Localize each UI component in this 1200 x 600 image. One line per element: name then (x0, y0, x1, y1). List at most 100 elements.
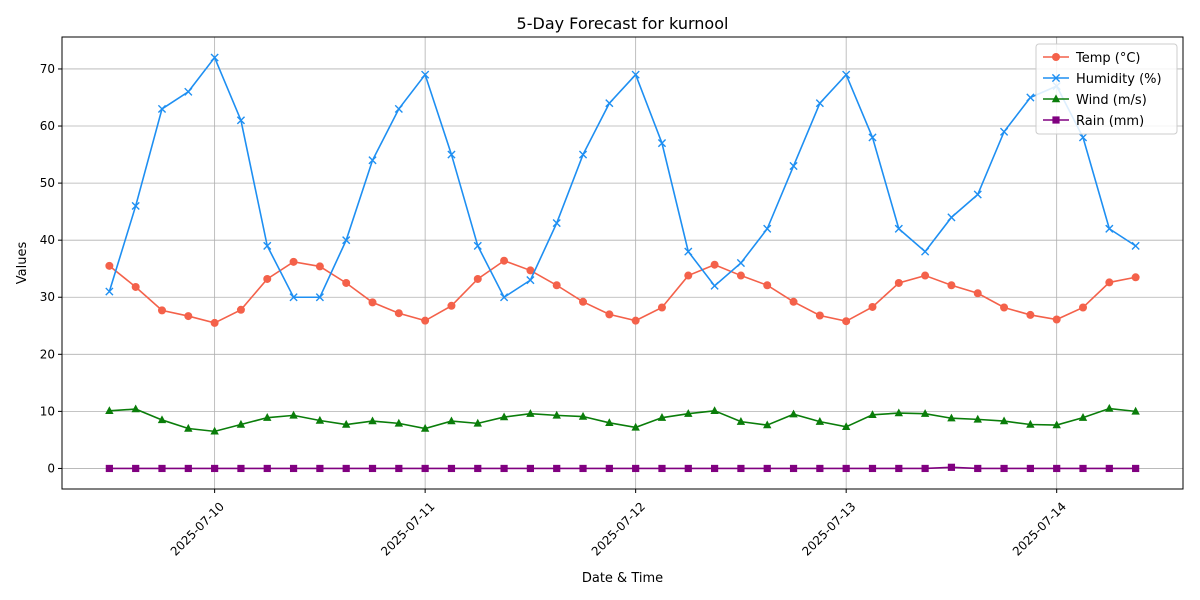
data-point-wind-m-s (394, 418, 404, 427)
series-line-humidity (108, 55, 1137, 299)
data-point-humidity (921, 247, 930, 256)
data-point-temp-c (868, 302, 877, 311)
data-point-humidity (263, 241, 272, 250)
data-point-temp-c (289, 257, 298, 266)
data-point-wind-m-s (973, 414, 982, 423)
data-point-rain-mm (500, 464, 508, 473)
data-point-humidity (973, 190, 982, 199)
legend-label: Rain (mm) (1076, 114, 1144, 129)
data-point-humidity (999, 127, 1009, 136)
data-point-humidity (736, 258, 746, 268)
data-point-temp-c (342, 278, 351, 287)
data-point-humidity (1131, 241, 1140, 250)
legend-label: Temp (°C) (1075, 51, 1141, 66)
data-point-humidity (789, 161, 798, 171)
legend-swatch-marker (1052, 53, 1060, 61)
chart-title: 5-Day Forecast for kurnool (517, 14, 729, 33)
data-point-temp-c (236, 305, 245, 314)
data-point-wind-m-s (552, 410, 561, 419)
data-point-rain-mm (395, 464, 403, 473)
data-point-humidity (1078, 133, 1088, 142)
legend-entry-wind-m-s: Wind (m/s) (1043, 93, 1147, 108)
y-tick-label: 30 (40, 290, 55, 304)
data-point-wind-m-s (1052, 420, 1061, 429)
data-point-humidity (868, 133, 877, 142)
data-point-temp-c (657, 303, 666, 312)
data-point-rain-mm (263, 464, 271, 473)
plot-area-frame (61, 36, 1184, 490)
data-point-humidity (421, 70, 430, 79)
data-point-wind-m-s (157, 415, 167, 424)
data-point-wind-m-s (499, 412, 509, 421)
data-point-temp-c (1052, 315, 1061, 324)
data-point-temp-c (184, 312, 193, 321)
data-point-rain-mm (1053, 464, 1061, 473)
data-point-temp-c (210, 318, 219, 327)
data-point-rain-mm (132, 464, 140, 473)
legend-entry-rain-mm: Rain (mm) (1043, 114, 1144, 129)
data-point-wind-m-s (263, 413, 272, 421)
data-point-temp-c (105, 261, 114, 270)
y-axis-title: Values (15, 242, 30, 285)
data-point-humidity (289, 293, 298, 302)
data-point-temp-c (710, 260, 719, 269)
data-point-wind-m-s (1131, 406, 1140, 415)
data-point-wind-m-s (920, 409, 930, 417)
data-point-humidity (105, 287, 114, 296)
data-point-wind-m-s (657, 413, 667, 421)
data-point-humidity (131, 201, 140, 211)
data-point-temp-c (473, 274, 482, 283)
data-point-rain-mm (816, 464, 824, 473)
data-point-temp-c (368, 298, 377, 307)
data-point-temp-c (684, 271, 693, 280)
legend-swatch-marker (1051, 73, 1061, 83)
data-point-humidity (605, 99, 614, 108)
data-point-humidity (815, 99, 824, 108)
data-point-rain-mm (474, 464, 482, 473)
data-point-rain-mm (1000, 464, 1008, 473)
data-point-wind-m-s (684, 409, 693, 417)
data-point-rain-mm (737, 464, 745, 473)
data-point-wind-m-s (868, 410, 877, 419)
data-point-rain-mm (1026, 464, 1034, 473)
legend-entry-temp-c: Temp (°C) (1043, 51, 1141, 66)
series-line-temp-c (108, 259, 1136, 324)
data-point-wind-m-s (210, 426, 219, 435)
series-rain-mm (105, 463, 1140, 473)
data-point-wind-m-s (605, 418, 614, 426)
y-tick-label: 60 (40, 119, 55, 133)
legend-swatch-marker (1052, 116, 1060, 124)
y-tick-label: 0 (47, 461, 55, 475)
data-point-humidity (473, 241, 482, 250)
data-point-wind-m-s (341, 419, 351, 428)
data-point-rain-mm (895, 464, 903, 473)
data-point-rain-mm (1105, 464, 1113, 473)
data-point-temp-c (894, 278, 903, 287)
data-point-temp-c (815, 311, 824, 320)
legend-label: Humidity (%) (1076, 72, 1162, 87)
data-point-wind-m-s (631, 422, 640, 431)
data-point-wind-m-s (526, 409, 535, 417)
data-point-temp-c (789, 297, 798, 306)
data-point-temp-c (763, 281, 772, 290)
data-point-rain-mm (237, 464, 245, 473)
data-point-humidity (763, 224, 772, 233)
data-point-humidity (526, 276, 535, 285)
data-point-wind-m-s (131, 404, 140, 413)
data-point-wind-m-s (710, 406, 719, 415)
data-point-temp-c (1131, 273, 1140, 282)
data-point-humidity (552, 218, 561, 228)
data-point-rain-mm (921, 464, 929, 473)
x-tick-label: 2025-07-11 (378, 499, 437, 558)
x-tick-label: 2025-07-13 (799, 499, 858, 558)
data-point-humidity (684, 247, 693, 256)
data-point-rain-mm (526, 464, 534, 473)
legend-box (1035, 43, 1178, 135)
data-point-rain-mm (447, 464, 456, 473)
x-tick-label: 2025-07-10 (168, 499, 227, 558)
data-point-humidity (631, 70, 640, 79)
data-point-humidity (578, 150, 588, 159)
data-point-humidity (894, 224, 903, 233)
series-layer (105, 53, 1140, 473)
x-tick-label: 2025-07-14 (1010, 499, 1069, 558)
